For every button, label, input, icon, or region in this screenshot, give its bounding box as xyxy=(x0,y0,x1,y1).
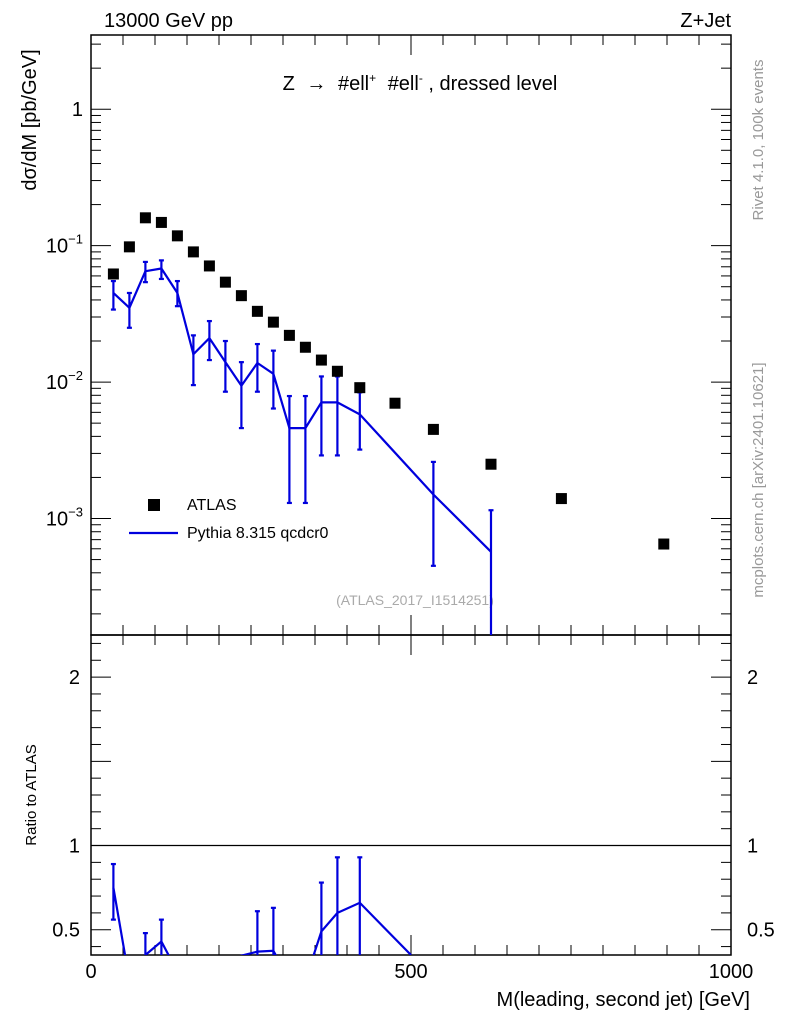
main-plot-frame xyxy=(90,34,732,636)
ratio-tick-label: 0.5 xyxy=(52,920,80,942)
ratio-tick-label-right: 1 xyxy=(747,836,758,858)
atlas-point xyxy=(219,276,231,288)
rivet-version-label: Rivet 4.1.0, 100k events xyxy=(750,60,767,221)
mcplots-label: mcplots.cern.ch [arXiv:2401.10621] xyxy=(750,362,767,597)
atlas-point xyxy=(235,290,247,302)
ratio-plot-frame xyxy=(90,634,732,956)
ratio-y-axis-label: Ratio to ATLAS xyxy=(23,744,40,845)
x-tick-label: 1000 xyxy=(709,961,754,983)
atlas-point xyxy=(299,341,311,353)
atlas-point xyxy=(427,423,439,435)
process-label: Z+Jet xyxy=(680,10,731,32)
atlas-point xyxy=(315,354,327,366)
legend: ATLAS Pythia 8.315 qcdcr0 xyxy=(129,497,329,542)
title-z: Z xyxy=(283,73,295,95)
title-sup1: + xyxy=(369,71,376,85)
y-tick-label: 10−2 xyxy=(46,368,83,394)
atlas-point xyxy=(354,382,366,394)
atlas-point xyxy=(485,458,497,470)
title-lep1: #ell xyxy=(338,73,369,95)
legend-atlas-marker xyxy=(148,499,160,511)
ratio-tick-label: 2 xyxy=(69,667,80,689)
y-axis-label: dσ/dM [pb/GeV] xyxy=(19,49,41,190)
analysis-label: (ATLAS_2017_I1514251) xyxy=(336,592,494,608)
atlas-point xyxy=(123,241,135,253)
title-arrow: → xyxy=(306,73,326,95)
ratio-axis-ticks: 2 2 1 1 0.5 0.5 xyxy=(52,642,775,948)
title-lep2: #ell xyxy=(388,73,419,95)
atlas-point xyxy=(203,260,215,272)
atlas-point xyxy=(251,305,263,317)
main-axis-ticks: 1 10−1 10−2 10−3 xyxy=(46,43,731,615)
x-tick-label: 0 xyxy=(85,961,96,983)
atlas-series xyxy=(107,212,670,550)
ratio-clip-group xyxy=(110,856,412,955)
atlas-point xyxy=(107,268,119,280)
ratio-tick-label: 1 xyxy=(69,836,80,858)
atlas-point xyxy=(171,230,183,242)
chart-title: Z → #ell+ #ell- , dressed level xyxy=(283,65,558,95)
atlas-point xyxy=(658,538,670,550)
y-tick-label: 1 xyxy=(72,99,83,121)
mc-line xyxy=(112,267,492,553)
legend-atlas-label: ATLAS xyxy=(187,497,237,514)
ratio-series xyxy=(110,856,412,955)
title-rest: , dressed level xyxy=(428,73,557,95)
x-axis-label: M(leading, second jet) [GeV] xyxy=(497,989,750,1011)
y-tick-label: 10−3 xyxy=(46,505,83,531)
atlas-point xyxy=(283,329,295,341)
title-sup2: - xyxy=(419,71,423,85)
atlas-point xyxy=(187,246,199,258)
ratio-tick-label-right: 0.5 xyxy=(747,920,775,942)
ratio-tick-label-right: 2 xyxy=(747,667,758,689)
mc-series xyxy=(110,259,494,635)
atlas-point xyxy=(555,493,567,505)
beam-energy-label: 13000 GeV pp xyxy=(104,10,233,32)
x-tick-label: 500 xyxy=(394,961,427,983)
atlas-point xyxy=(139,212,151,224)
x-axis-ticks: 0 500 1000 xyxy=(85,35,753,983)
atlas-point xyxy=(267,316,279,328)
atlas-point xyxy=(389,397,401,409)
legend-mc-label: Pythia 8.315 qcdcr0 xyxy=(187,525,329,542)
atlas-point xyxy=(155,216,167,228)
ratio-line xyxy=(112,887,412,955)
y-tick-label: 10−1 xyxy=(46,232,83,258)
atlas-point xyxy=(331,365,343,377)
